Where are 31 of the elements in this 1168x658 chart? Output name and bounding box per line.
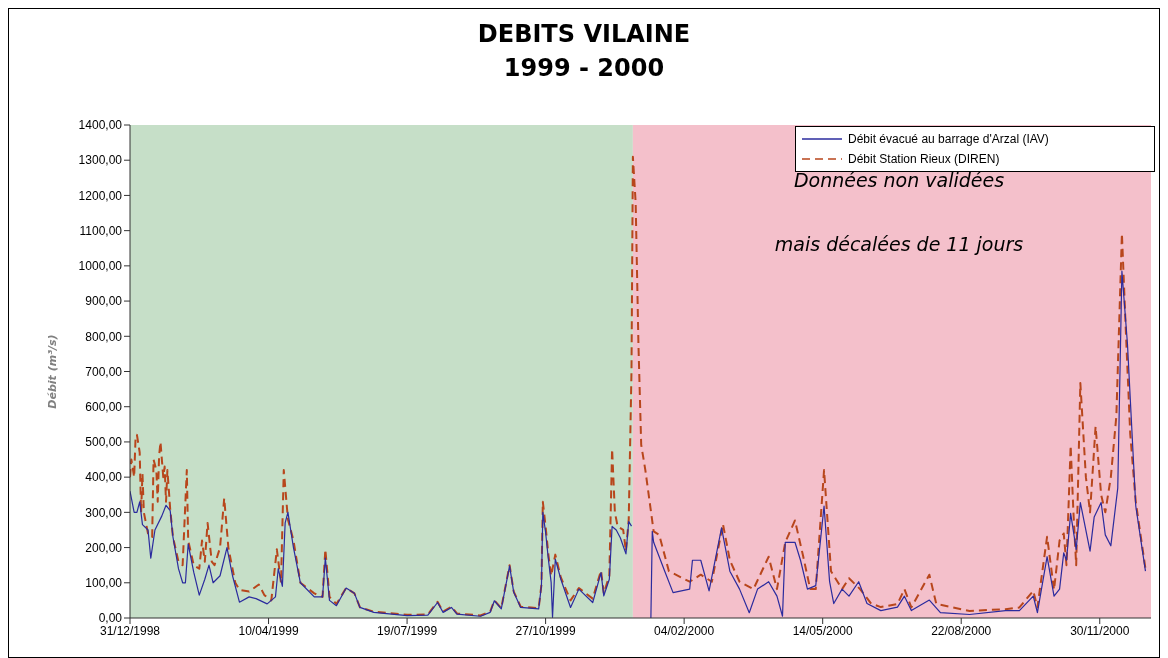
annotation: Données non validées bbox=[792, 169, 1006, 191]
x-tick-label: 10/04/1999 bbox=[238, 623, 299, 638]
legend-label: Débit évacué au barrage d'Arzal (IAV) bbox=[848, 132, 1049, 146]
x-tick-label: 14/05/2000 bbox=[792, 623, 854, 638]
y-tick-label: 500,00 bbox=[85, 435, 123, 450]
y-tick-label: 600,00 bbox=[85, 399, 123, 414]
legend-label: Débit Station Rieux (DIREN) bbox=[848, 152, 1000, 166]
y-tick-label: 0,00 bbox=[98, 611, 123, 626]
y-tick-label: 1300,00 bbox=[78, 153, 123, 168]
y-tick-label: 700,00 bbox=[85, 364, 123, 379]
line-series bbox=[130, 155, 1147, 617]
annotation: mais décalées de 11 jours bbox=[773, 233, 1025, 255]
y-tick-label: 1400,00 bbox=[78, 118, 123, 133]
y-tick-label: 300,00 bbox=[85, 505, 123, 520]
chart-title: DEBITS VILAINE bbox=[476, 19, 692, 50]
x-tick-label: 22/08/2000 bbox=[931, 623, 992, 638]
x-tick-label: 30/11/2000 bbox=[1070, 623, 1130, 638]
y-tick-label: 900,00 bbox=[85, 294, 123, 309]
y-tick-label: 1100,00 bbox=[79, 223, 123, 238]
chart-subtitle: 1999 - 2000 bbox=[502, 53, 666, 84]
y-tick-label: 100,00 bbox=[85, 576, 123, 591]
y-tick-label: 200,00 bbox=[85, 540, 123, 555]
x-tick-label: 04/02/2000 bbox=[654, 623, 715, 638]
y-tick-label: 800,00 bbox=[85, 329, 123, 344]
y-tick-label: 1200,00 bbox=[78, 188, 123, 203]
y-tick-label: 1000,00 bbox=[78, 259, 123, 274]
x-tick-label: 27/10/1999 bbox=[515, 623, 576, 638]
y-tick-label: 400,00 bbox=[85, 470, 123, 485]
x-tick-label: 31/12/1998 bbox=[99, 623, 161, 638]
y-axis-title: Débit (m³/s) bbox=[45, 334, 59, 409]
x-tick-label: 19/07/1999 bbox=[377, 623, 438, 638]
